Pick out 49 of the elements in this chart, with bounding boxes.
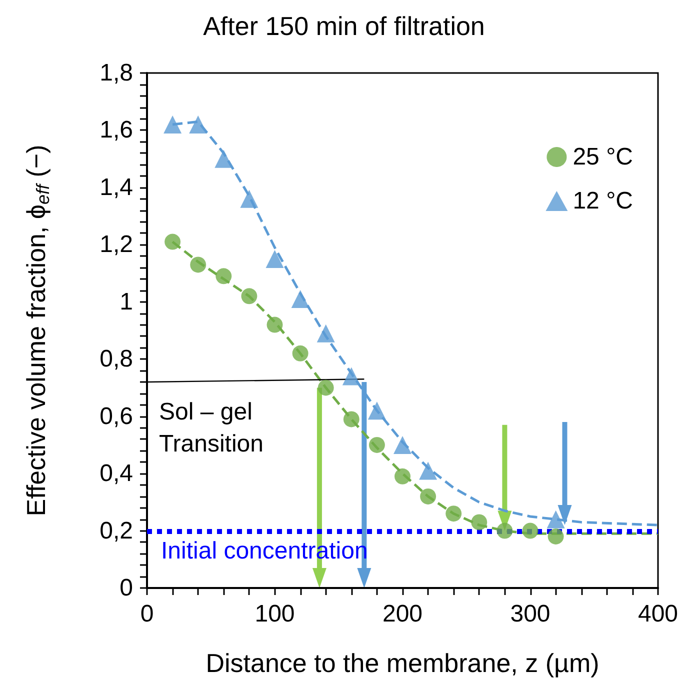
y-tick-label: 0,8 [100,346,133,373]
legend-label: 12 °C [572,188,634,214]
point [241,288,258,304]
point [496,522,513,539]
point [214,150,233,168]
y-tick-label: 1,8 [100,60,133,86]
x-tick-label: 0 [140,600,154,628]
point [164,234,181,250]
point [316,324,335,342]
point [368,402,386,420]
legend-label: 25 °C [572,144,634,170]
point [190,256,206,273]
point [522,522,538,539]
point [446,506,462,522]
point [240,190,258,208]
point [342,367,360,386]
y-tick-label: 0,4 [100,460,133,488]
annotation: Sol – gel Transition [159,398,264,458]
y-axis-title: Effective volume fraction, ϕeff (−) [21,144,53,516]
chart-title: After 150 min of filtration [203,11,485,41]
point [291,290,310,308]
x-axis-title: Distance to the membrane, z (µm) [206,648,600,678]
point [343,411,360,428]
point [546,510,565,528]
x-tick-label: 200 [382,600,423,628]
point [266,250,284,268]
point [548,528,564,544]
point [471,514,488,530]
y-tick-label: 0 [120,574,133,602]
y-tick-label: 1,4 [100,174,133,201]
point [216,268,232,284]
point [368,436,385,453]
point [394,468,410,484]
y-tick-label: 1,2 [100,231,133,258]
point [266,316,283,333]
y-tick-label: 1,6 [100,116,133,144]
x-tick-label: 100 [254,600,295,628]
point [189,116,208,134]
point [292,345,308,362]
y-tick-label: 0,6 [100,402,133,430]
point [164,116,182,134]
x-tick-label: 300 [510,600,550,628]
y-tick-label: 0,2 [100,517,133,544]
point [318,380,334,396]
y-tick-label: 1 [120,288,133,316]
x-tick-label: 400 [638,600,678,628]
point [419,462,438,480]
point [420,488,436,504]
point [394,436,412,454]
